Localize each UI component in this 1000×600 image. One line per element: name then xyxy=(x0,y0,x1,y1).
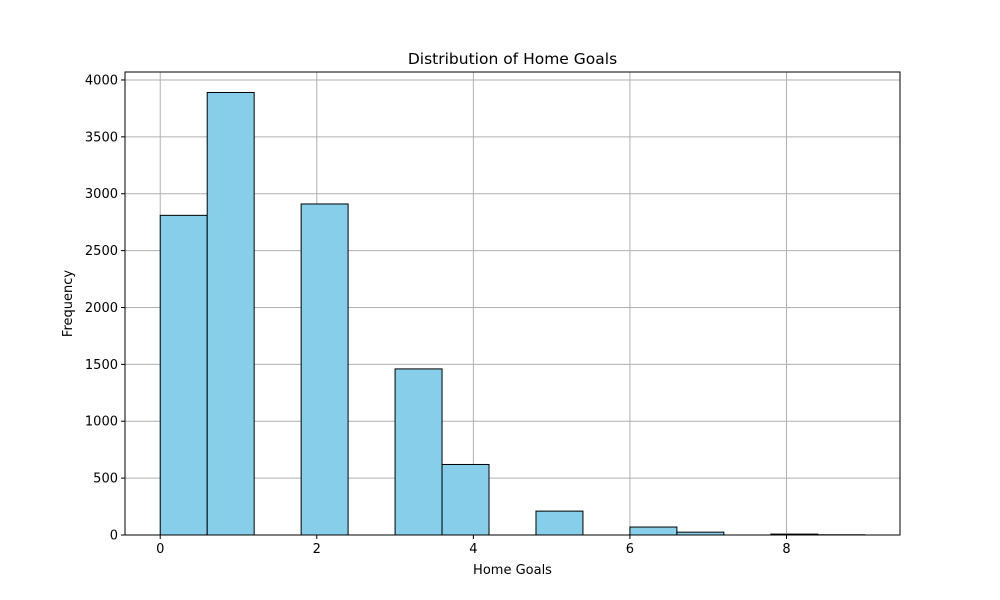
histogram-bar-0 xyxy=(159,214,208,536)
histogram-bar-1 xyxy=(206,91,255,536)
y-tick-label: 3000 xyxy=(85,187,118,202)
y-tick-label: 4000 xyxy=(85,73,118,88)
x-tick-label: 6 xyxy=(626,542,634,557)
x-tick-label: 4 xyxy=(469,542,477,557)
chart-title: Distribution of Home Goals xyxy=(408,50,617,68)
histogram-bar-10 xyxy=(629,526,678,536)
y-tick-label: 1000 xyxy=(85,415,118,430)
x-axis-label: Home Goals xyxy=(473,563,552,578)
axis-ticks: 0 2 4 6 8 0 500 1000 1500 2000 2500 3000 3500 4000 xyxy=(85,73,791,557)
y-tick-label: 1500 xyxy=(85,358,118,373)
x-tick-label: 2 xyxy=(313,542,321,557)
histogram-bar-3 xyxy=(300,203,349,536)
x-tick-label: 8 xyxy=(782,542,790,557)
plot-frame xyxy=(124,71,901,536)
histogram-bar-6 xyxy=(441,463,490,536)
y-tick-label: 2000 xyxy=(85,301,118,316)
histogram-bar-8 xyxy=(535,510,584,536)
x-tick-label: 0 xyxy=(156,542,164,557)
y-axis-label: Frequency xyxy=(61,270,76,337)
histogram-bar-5 xyxy=(394,368,443,536)
y-tick-label: 3500 xyxy=(85,130,118,145)
y-tick-label: 0 xyxy=(110,529,118,544)
histogram-bars xyxy=(159,91,866,536)
y-tick-label: 500 xyxy=(93,472,118,487)
y-tick-label: 2500 xyxy=(85,244,118,259)
